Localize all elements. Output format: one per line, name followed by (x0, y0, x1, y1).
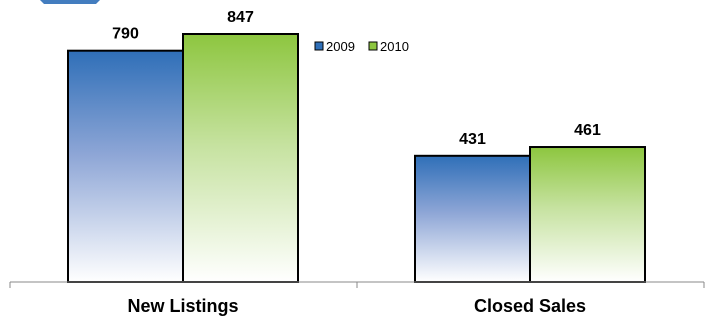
bar-closed-sales-2009 (414, 154, 531, 283)
category-label-new-listings: New Listings (127, 296, 238, 316)
data-labels-layer: 790 847 431 461 (112, 9, 601, 148)
legend-label-2010: 2010 (380, 39, 409, 54)
legend: 2009 2010 (314, 39, 409, 54)
data-label-new-listings-2010: 847 (227, 9, 254, 26)
category-label-closed-sales: Closed Sales (474, 296, 586, 316)
bar-closed-sales-2010 (529, 146, 646, 283)
x-axis: New Listings Closed Sales (9, 281, 705, 316)
data-label-closed-sales-2010: 461 (574, 122, 601, 139)
legend-swatch-2009 (314, 41, 324, 51)
legend-label-2009: 2009 (326, 39, 355, 54)
bar-new-listings-2010 (182, 33, 299, 283)
bars-layer (67, 33, 646, 283)
data-label-closed-sales-2009: 431 (459, 131, 486, 148)
top-left-fragment (40, 0, 100, 4)
bar-new-listings-2009 (67, 49, 184, 283)
data-label-new-listings-2009: 790 (112, 26, 139, 43)
legend-swatch-2010 (368, 41, 378, 51)
